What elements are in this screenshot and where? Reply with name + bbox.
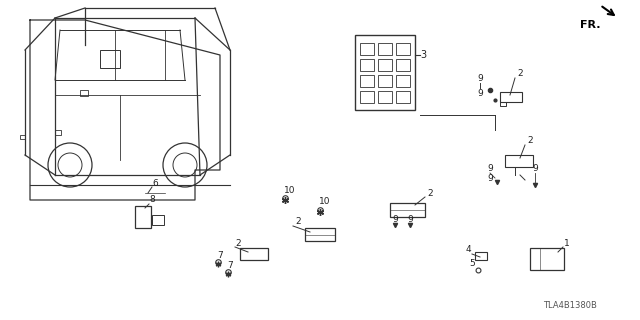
Bar [360, 75, 374, 87]
Text: 2: 2 [235, 238, 241, 247]
Bar [100, 50, 120, 68]
Bar [360, 91, 374, 103]
Bar [378, 91, 392, 103]
Text: 7: 7 [227, 261, 233, 270]
Text: 10: 10 [319, 197, 331, 206]
Text: 9: 9 [532, 164, 538, 172]
Text: 4: 4 [465, 245, 471, 254]
Bar [396, 91, 410, 103]
Text: 2: 2 [427, 188, 433, 197]
Text: 6: 6 [152, 179, 158, 188]
Bar [355, 35, 415, 110]
Bar [378, 43, 392, 55]
Bar [396, 59, 410, 71]
Circle shape [163, 143, 207, 187]
Bar [396, 75, 410, 87]
Text: 1: 1 [564, 238, 570, 247]
Bar [55, 130, 61, 135]
Bar [240, 248, 268, 260]
Text: 9: 9 [487, 164, 493, 172]
Bar [378, 59, 392, 71]
Bar [500, 92, 522, 102]
Text: FR.: FR. [580, 20, 600, 30]
Bar [475, 252, 487, 260]
Bar [360, 59, 374, 71]
Text: 2: 2 [527, 135, 533, 145]
Bar [530, 248, 564, 270]
Text: 9: 9 [487, 173, 493, 182]
Bar [135, 206, 151, 228]
Bar [80, 90, 88, 96]
Circle shape [48, 143, 92, 187]
Text: 3: 3 [420, 50, 426, 60]
Bar [152, 215, 164, 225]
Text: 9: 9 [407, 215, 413, 225]
Text: TLA4B1380B: TLA4B1380B [543, 300, 597, 309]
Text: 8: 8 [149, 196, 155, 204]
Text: 9: 9 [392, 215, 398, 225]
Text: 7: 7 [217, 251, 223, 260]
Text: 2: 2 [517, 68, 523, 77]
Bar [20, 135, 25, 139]
Bar [378, 75, 392, 87]
Bar [505, 155, 533, 167]
Bar [390, 203, 425, 217]
Text: 2: 2 [295, 218, 301, 227]
Text: 9: 9 [477, 89, 483, 98]
Text: 5: 5 [469, 260, 475, 268]
Text: 10: 10 [284, 186, 296, 195]
Bar [305, 228, 335, 241]
Bar [500, 102, 506, 106]
Text: 9: 9 [477, 74, 483, 83]
Bar [360, 43, 374, 55]
Circle shape [58, 153, 82, 177]
Circle shape [173, 153, 197, 177]
Bar [396, 43, 410, 55]
Polygon shape [30, 20, 220, 200]
